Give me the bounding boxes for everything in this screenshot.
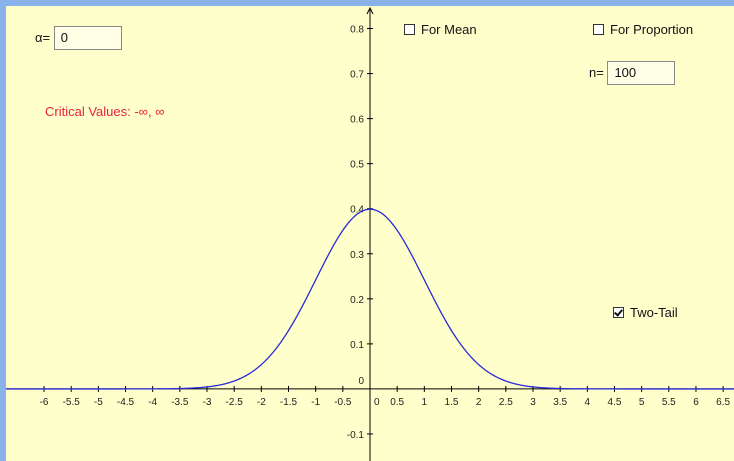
y-tick-label: 0.8: [350, 25, 364, 36]
x-tick-label: 5: [639, 397, 645, 408]
x-tick-label: -3: [203, 397, 212, 408]
two-tail-label: Two-Tail: [630, 305, 678, 320]
x-tick-label: 0: [374, 397, 380, 408]
for-proportion-checkbox[interactable]: For Proportion: [593, 22, 693, 37]
applet-panel: -6 -5.5 -5 -4.5 -4 -3.5 -3 -2.5 -2 -1.5 -1 -0.5 0 0.5…: [6, 6, 734, 461]
x-tick-label: -2.5: [226, 397, 244, 408]
x-tick-label: -1: [311, 397, 320, 408]
alpha-label: α=: [35, 30, 51, 45]
y-tick-label: 0.4: [350, 205, 364, 216]
two-tail-checkbox[interactable]: Two-Tail: [613, 305, 678, 320]
y-tick-label: 0.3: [350, 250, 364, 261]
two-tail-check-box[interactable]: [613, 307, 624, 318]
x-tick-label: 1: [422, 397, 428, 408]
n-label: n=: [589, 65, 604, 80]
x-tick-label: -4: [148, 397, 157, 408]
x-tick-label: 2.5: [499, 397, 513, 408]
y-tick-label: 0.6: [350, 115, 364, 126]
y-tick-label: 0.1: [350, 340, 364, 351]
for-mean-checkbox[interactable]: For Mean: [404, 22, 477, 37]
graph-canvas: -6 -5.5 -5 -4.5 -4 -3.5 -3 -2.5 -2 -1.5 -1 -0.5 0 0.5…: [6, 6, 734, 461]
x-tick-label: 6: [693, 397, 699, 408]
y-axis-ticks: -0.1 0 0.1 0.2 0.3 0.4 0.5 0.6 0.7 0.8: [347, 25, 373, 441]
y-axis-arrow: [366, 6, 374, 15]
for-proportion-label: For Proportion: [610, 22, 694, 37]
x-axis-ticks: -6 -5.5 -5 -4.5 -4 -3.5 -3 -2.5 -2 -1.5 -1 -0.5 0 0.5…: [40, 385, 731, 408]
x-tick-label: -2: [257, 397, 266, 408]
x-tick-label: -5.5: [63, 397, 81, 408]
critical-values-text: Critical Values: -∞, ∞: [45, 104, 165, 119]
x-tick-label: -3.5: [171, 397, 189, 408]
x-tick-label: -5: [94, 397, 103, 408]
x-tick-label: -4.5: [117, 397, 135, 408]
for-mean-check-box[interactable]: [404, 24, 415, 35]
x-tick-label: 0.5: [390, 397, 404, 408]
normal-curve: [6, 208, 734, 390]
x-tick-label: -1.5: [280, 397, 298, 408]
x-tick-label: 4: [585, 397, 591, 408]
n-input[interactable]: 100: [607, 61, 676, 85]
alpha-control: α= 0: [35, 26, 122, 50]
x-tick-label: 3.5: [553, 397, 567, 408]
x-tick-label: -0.5: [334, 397, 352, 408]
y-tick-label: -0.1: [347, 430, 365, 441]
x-tick-label: 1.5: [445, 397, 459, 408]
x-tick-label: 2: [476, 397, 482, 408]
y-tick-label: 0.7: [350, 70, 364, 81]
y-tick-label: 0.5: [350, 160, 364, 171]
y-tick-label: 0.2: [350, 295, 364, 306]
alpha-input[interactable]: 0: [53, 26, 122, 50]
n-control: n= 100: [589, 61, 676, 85]
for-mean-label: For Mean: [421, 22, 477, 37]
x-tick-label: 3: [530, 397, 536, 408]
x-tick-label: 5.5: [662, 397, 676, 408]
x-tick-label: 4.5: [608, 397, 622, 408]
y-tick-label: 0: [358, 376, 364, 387]
x-tick-label: -6: [40, 397, 49, 408]
for-proportion-check-box[interactable]: [593, 24, 604, 35]
x-tick-label: 6.5: [716, 397, 730, 408]
